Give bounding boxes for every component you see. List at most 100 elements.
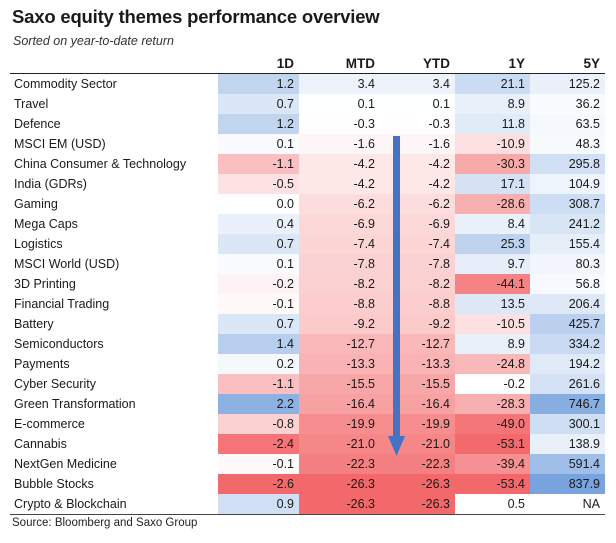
source-note: Source: Bloomberg and Saxo Group xyxy=(12,517,198,529)
theme-name: Travel xyxy=(14,97,49,111)
value-cell: -6.2 xyxy=(380,194,455,214)
table-row: Travel 0.7 0.1 0.1 8.9 36.2 xyxy=(10,94,605,114)
value-cell: 746.7 xyxy=(530,394,605,414)
value-cell: 206.4 xyxy=(530,294,605,314)
value-cell: -1.6 xyxy=(299,134,380,154)
value-cell: 0.1 xyxy=(299,94,380,114)
column-header: MTD xyxy=(299,53,380,74)
value-cell: -7.8 xyxy=(380,254,455,274)
value-cell: 300.1 xyxy=(530,414,605,434)
value-cell: 25.3 xyxy=(455,234,530,254)
theme-name: E-commerce xyxy=(14,417,85,431)
value-cell: -15.5 xyxy=(380,374,455,394)
value-cell: 9.7 xyxy=(455,254,530,274)
value-cell: 0.0 xyxy=(276,197,294,211)
table-row: Bubble Stocks -2.6 -26.3 -26.3 -53.4 837.9 xyxy=(10,474,605,494)
value-cell: 0.2 xyxy=(218,354,299,374)
theme-name: Battery xyxy=(14,317,54,331)
theme-name: Gaming xyxy=(14,197,58,211)
value-cell: -0.1 xyxy=(218,454,299,474)
value-cell: -6.2 xyxy=(299,194,380,214)
value-cell: 0.1 xyxy=(380,94,455,114)
theme-name: Defence xyxy=(14,117,61,131)
value-cell: 21.1 xyxy=(455,73,530,94)
value-cell: 8.9 xyxy=(455,94,530,114)
value-cell: -39.4 xyxy=(455,454,530,474)
table-row: Cannabis -2.4 -21.0 -21.0 -53.1 138.9 xyxy=(10,434,605,454)
page-title: Saxo equity themes performance overview xyxy=(12,6,380,27)
table-row: Green Transformation 2.2 -16.4 -16.4 -28.3 74… xyxy=(10,394,605,414)
table-row: Payments 0.2 -13.3 -13.3 -24.8 194.2 xyxy=(10,354,605,374)
value-cell: -8.2 xyxy=(299,274,380,294)
value-cell: -0.3 xyxy=(380,114,455,134)
value-cell: -28.6 xyxy=(455,194,530,214)
value-cell: -1.1 xyxy=(218,374,299,394)
value-cell: 837.9 xyxy=(530,474,605,494)
table-body: Commodity Sector 1.2 3.4 3.4 21.1 125.2 Travel… xyxy=(10,73,605,515)
theme-name: Mega Caps xyxy=(14,217,78,231)
value-cell: 591.4 xyxy=(530,454,605,474)
value-cell: -28.3 xyxy=(455,394,530,414)
theme-name: China Consumer & Technology xyxy=(14,157,187,171)
theme-name: Cyber Security xyxy=(14,377,96,391)
table-row: Cyber Security -1.1 -15.5 -15.5 -0.2 261.6 xyxy=(10,374,605,394)
column-header: 1D xyxy=(218,53,299,74)
value-cell: 0.1 xyxy=(218,134,299,154)
value-cell: 104.9 xyxy=(530,174,605,194)
value-cell: 48.3 xyxy=(530,134,605,154)
value-cell: -21.0 xyxy=(299,434,380,454)
value-cell: -7.4 xyxy=(299,234,380,254)
value-cell: -19.9 xyxy=(299,414,380,434)
value-cell: -4.2 xyxy=(380,174,455,194)
table-row: China Consumer & Technology -1.1 -4.2 -4.2-… xyxy=(10,154,605,174)
value-cell: -30.3 xyxy=(455,154,530,174)
table-row: 3D Printing -0.2 -8.2 -8.2 -44.1 56.8 xyxy=(10,274,605,294)
table-row: Mega Caps 0.4 -6.9 -6.9 8.4 241.2 xyxy=(10,214,605,234)
value-cell: -8.2 xyxy=(380,274,455,294)
value-cell: -0.2 xyxy=(455,374,530,394)
table-header-row: 1D MTD YTD 1Y 5Y xyxy=(10,53,605,74)
value-cell: -22.3 xyxy=(299,454,380,474)
value-cell: -26.3 xyxy=(380,474,455,494)
value-cell: 155.4 xyxy=(530,234,605,254)
value-cell: -1.6 xyxy=(380,134,455,154)
column-header: 5Y xyxy=(530,53,605,74)
table-row: Commodity Sector 1.2 3.4 3.4 21.1 125.2 xyxy=(10,73,605,94)
value-cell: 241.2 xyxy=(530,214,605,234)
value-cell: -26.3 xyxy=(299,474,380,494)
value-cell: 308.7 xyxy=(530,194,605,214)
value-cell: -24.8 xyxy=(455,354,530,374)
value-cell: 0.4 xyxy=(218,214,299,234)
value-cell: -6.9 xyxy=(299,214,380,234)
value-cell: 2.2 xyxy=(218,394,299,414)
table-row: Defence 1.2 -0.3 -0.3 11.8 63.5 xyxy=(10,114,605,134)
column-header: 1Y xyxy=(455,53,530,74)
table-row: E-commerce -0.8 -19.9 -19.9 -49.0 300.1 xyxy=(10,414,605,434)
value-cell: -0.5 xyxy=(218,174,299,194)
performance-table: 1D MTD YTD 1Y 5Y Commodity Sector 1.2 3.4 3.4 21… xyxy=(10,53,605,515)
value-cell: 56.8 xyxy=(530,274,605,294)
value-cell: -4.2 xyxy=(380,154,455,174)
value-cell: 1.2 xyxy=(218,73,299,94)
value-cell: 0.9 xyxy=(218,494,299,515)
value-cell: -16.4 xyxy=(380,394,455,414)
value-cell: -53.1 xyxy=(455,434,530,454)
value-cell: -12.7 xyxy=(299,334,380,354)
value-cell: 0.7 xyxy=(218,234,299,254)
value-cell: -7.4 xyxy=(380,234,455,254)
value-cell: 8.4 xyxy=(455,214,530,234)
table-row: MSCI World (USD) 0.1 -7.8 -7.8 9.7 80.3 xyxy=(10,254,605,274)
value-cell: 63.5 xyxy=(530,114,605,134)
theme-name: Cannabis xyxy=(14,437,67,451)
value-cell: -9.2 xyxy=(380,314,455,334)
value-cell: -26.3 xyxy=(299,494,380,515)
theme-name: NextGen Medicine xyxy=(14,457,117,471)
value-cell: -10.5 xyxy=(455,314,530,334)
value-cell: -26.3 xyxy=(380,494,455,515)
table-row: Semiconductors 1.4 -12.7 -12.7 8.9 334.2 xyxy=(10,334,605,354)
theme-name: Bubble Stocks xyxy=(14,477,94,491)
theme-name: Financial Trading xyxy=(14,297,110,311)
theme-name: Payments xyxy=(14,357,70,371)
value-cell: 1.4 xyxy=(218,334,299,354)
value-cell: 0.7 xyxy=(218,314,299,334)
